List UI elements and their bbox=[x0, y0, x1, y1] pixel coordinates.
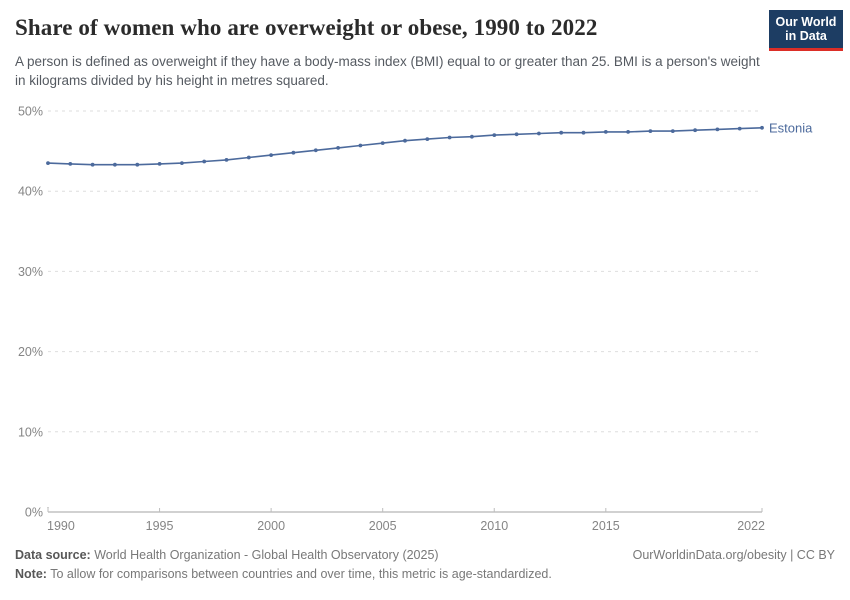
data-point[interactable] bbox=[470, 134, 474, 139]
data-point[interactable] bbox=[291, 150, 296, 155]
data-point[interactable] bbox=[737, 126, 742, 131]
x-tick-label: 2000 bbox=[257, 519, 285, 533]
x-tick-label: 2010 bbox=[480, 519, 508, 533]
series-line-estonia[interactable] bbox=[47, 127, 763, 166]
data-point[interactable] bbox=[246, 155, 251, 160]
owid-logo[interactable]: Our World in Data bbox=[769, 10, 843, 51]
data-point[interactable] bbox=[492, 133, 497, 137]
y-tick-label: 30% bbox=[18, 265, 43, 279]
x-tick-label: 1990 bbox=[47, 519, 75, 533]
data-point[interactable] bbox=[358, 143, 363, 148]
data-point[interactable] bbox=[559, 130, 564, 135]
x-tick-label: 2015 bbox=[592, 519, 620, 533]
data-point[interactable] bbox=[670, 129, 675, 133]
data-point[interactable] bbox=[269, 153, 273, 157]
note-text: Note: To allow for comparisons between c… bbox=[15, 567, 552, 582]
y-tick-label: 40% bbox=[18, 185, 43, 199]
data-point[interactable] bbox=[68, 162, 73, 166]
owid-logo-line2: in Data bbox=[785, 29, 827, 44]
data-point[interactable] bbox=[693, 128, 697, 133]
y-tick-label: 10% bbox=[18, 425, 43, 439]
data-point[interactable] bbox=[46, 161, 50, 165]
data-point[interactable] bbox=[180, 161, 184, 165]
chart-footer: Data source: World Health Organization -… bbox=[15, 546, 835, 585]
data-point[interactable] bbox=[760, 125, 764, 130]
data-point[interactable] bbox=[447, 135, 452, 140]
data-point[interactable] bbox=[626, 130, 630, 134]
data-point[interactable] bbox=[380, 141, 385, 145]
series-label-estonia[interactable]: Estonia bbox=[769, 120, 813, 135]
data-point[interactable] bbox=[90, 162, 95, 167]
data-point[interactable] bbox=[537, 131, 541, 136]
note-label: Note: bbox=[15, 567, 47, 582]
data-point[interactable] bbox=[224, 158, 229, 162]
data-point[interactable] bbox=[336, 146, 340, 150]
page-title: Share of women who are overweight or obe… bbox=[15, 15, 598, 40]
data-point[interactable] bbox=[514, 132, 519, 137]
data-point[interactable] bbox=[157, 162, 162, 166]
data-point[interactable] bbox=[202, 159, 207, 164]
data-source-text: Data source: World Health Organization -… bbox=[15, 548, 439, 562]
data-point[interactable] bbox=[425, 137, 430, 141]
data-point[interactable] bbox=[113, 162, 117, 167]
data-point[interactable] bbox=[313, 148, 318, 153]
y-tick-label: 0% bbox=[25, 506, 43, 520]
data-point[interactable] bbox=[648, 129, 653, 133]
data-point[interactable] bbox=[403, 138, 407, 143]
line-chart-canvas[interactable]: 0% 10% 20% 30% 40% 50% 1990 1995 2000 2005 2010 201… bbox=[0, 95, 850, 540]
data-point[interactable] bbox=[715, 127, 720, 132]
y-tick-label: 50% bbox=[18, 105, 43, 119]
x-tick-label: 1995 bbox=[146, 519, 174, 533]
data-point[interactable] bbox=[603, 130, 608, 134]
owid-link[interactable]: OurWorldinData.org/obesity | CC BY bbox=[632, 548, 835, 562]
data-source-label: Data source: bbox=[15, 548, 91, 562]
data-point[interactable] bbox=[135, 162, 140, 167]
x-tick-label: 2022 bbox=[737, 519, 765, 533]
y-tick-label: 20% bbox=[18, 345, 43, 359]
x-tick-label: 2005 bbox=[369, 519, 397, 533]
owid-logo-line1: Our World bbox=[775, 15, 837, 29]
chart-subtitle: A person is defined as overweight if the… bbox=[15, 54, 760, 88]
data-point[interactable] bbox=[581, 130, 586, 135]
